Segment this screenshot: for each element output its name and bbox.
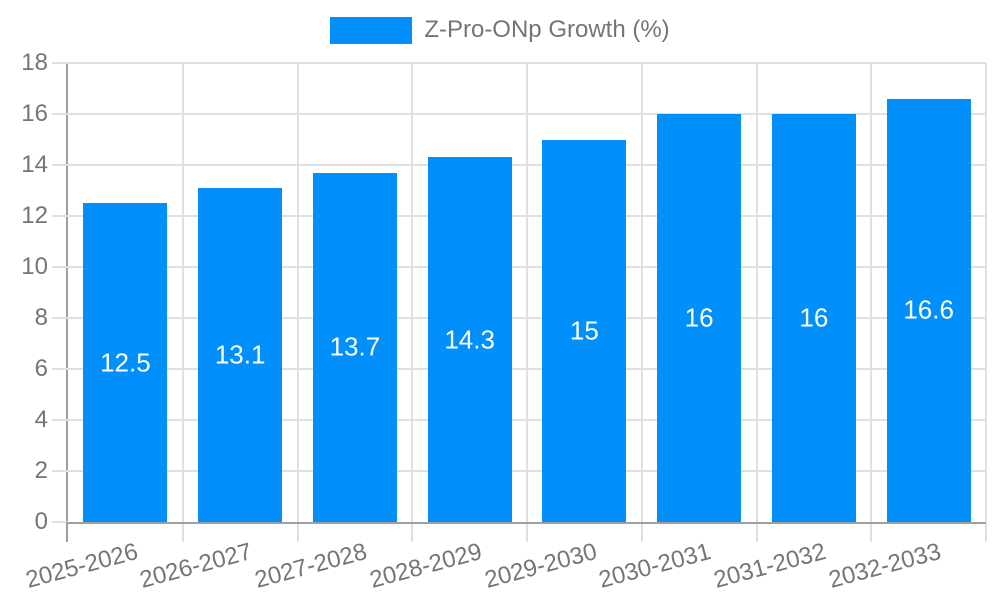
bar: 16 bbox=[657, 114, 742, 522]
plot-area: 12.5 13.1 13.7 14.3 15 16 16 16.6 bbox=[66, 62, 987, 524]
bar: 14.3 bbox=[427, 157, 512, 522]
bar: 13.1 bbox=[198, 187, 283, 522]
x-tick-label: 2025-2026 bbox=[22, 538, 141, 594]
y-axis-tick bbox=[52, 470, 68, 472]
x-tick-label: 2030-2031 bbox=[596, 538, 715, 594]
gridline-vertical bbox=[985, 63, 987, 522]
y-tick-label: 6 bbox=[34, 355, 48, 382]
x-axis-tick bbox=[755, 524, 758, 542]
legend-label: Z-Pro-ONp Growth (%) bbox=[424, 16, 670, 43]
x-tick-label: 2031-2032 bbox=[711, 538, 829, 594]
y-tick-label: 18 bbox=[21, 49, 48, 76]
bar-value-label: 16 bbox=[799, 302, 829, 333]
y-tick-label: 14 bbox=[21, 151, 48, 178]
bar-value-label: 16.6 bbox=[903, 294, 954, 325]
x-tick-label: 2028-2029 bbox=[366, 538, 485, 594]
y-axis-tick bbox=[52, 266, 68, 268]
x-tick-label: 2026-2027 bbox=[137, 538, 256, 594]
y-axis-tick bbox=[52, 521, 68, 523]
x-tick-label: 2032-2033 bbox=[825, 538, 944, 594]
y-tick-label: 12 bbox=[21, 202, 48, 229]
bar-value-label: 14.3 bbox=[444, 324, 495, 355]
bar-value-label: 13.7 bbox=[329, 331, 381, 362]
x-axis-tick bbox=[640, 524, 643, 542]
y-tick-label: 8 bbox=[34, 304, 48, 331]
bar: 16 bbox=[771, 114, 856, 522]
bar-value-label: 13.1 bbox=[214, 339, 266, 370]
y-tick-label: 16 bbox=[21, 100, 48, 127]
x-axis-tick bbox=[985, 524, 987, 542]
y-axis-tick bbox=[52, 113, 68, 115]
y-axis-extension bbox=[66, 522, 68, 542]
bar-value-label: 15 bbox=[569, 315, 599, 346]
gridline-vertical bbox=[296, 63, 299, 522]
gridline-vertical bbox=[181, 63, 184, 522]
x-axis-tick bbox=[526, 524, 528, 542]
y-tick-label: 10 bbox=[21, 253, 48, 280]
y-tick-label: 0 bbox=[34, 508, 48, 535]
bar: 15 bbox=[542, 139, 627, 522]
y-tick-label: 2 bbox=[34, 457, 48, 484]
legend[interactable]: Z-Pro-ONp Growth (%) bbox=[0, 16, 1000, 44]
gridline-vertical bbox=[755, 63, 758, 522]
y-axis-tick bbox=[52, 317, 68, 319]
bar: 12.5 bbox=[83, 203, 168, 522]
y-axis-tick bbox=[52, 368, 68, 370]
gridline-vertical bbox=[640, 63, 643, 522]
x-axis-tick bbox=[411, 524, 414, 542]
gridline-vertical bbox=[411, 63, 414, 522]
bar-value-label: 12.5 bbox=[100, 347, 151, 378]
x-axis-tick bbox=[870, 524, 873, 542]
gridline-vertical bbox=[870, 63, 873, 522]
bar: 16.6 bbox=[886, 98, 971, 522]
x-tick-label: 2029-2030 bbox=[481, 538, 600, 594]
gridline-vertical bbox=[526, 63, 528, 522]
x-tick-label: 2027-2028 bbox=[252, 538, 370, 594]
x-axis-tick bbox=[181, 524, 184, 542]
y-axis-tick bbox=[52, 215, 68, 217]
y-axis-tick bbox=[52, 164, 68, 166]
y-axis-tick bbox=[52, 62, 68, 64]
x-axis-tick bbox=[296, 524, 299, 542]
y-axis-tick bbox=[52, 419, 68, 421]
y-tick-label: 4 bbox=[34, 406, 48, 433]
bar-value-label: 16 bbox=[684, 302, 714, 333]
bar: 13.7 bbox=[312, 172, 397, 522]
legend-swatch bbox=[330, 16, 413, 44]
